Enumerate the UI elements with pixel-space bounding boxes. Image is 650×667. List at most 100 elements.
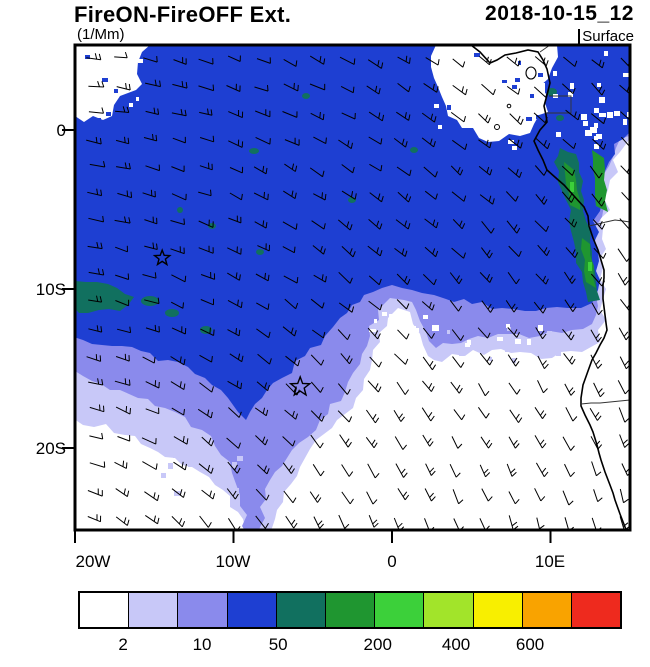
speckle: [533, 340, 539, 343]
wind-barb: [590, 329, 602, 343]
speckle: [614, 111, 620, 116]
wind-barb: [422, 327, 435, 339]
wind-barb: [144, 297, 160, 305]
speckle: [459, 57, 465, 61]
wind-barb: [533, 112, 548, 124]
speckle: [389, 314, 393, 317]
wind-barb: [255, 136, 271, 145]
wind-barb: [200, 271, 216, 280]
colorbar-cell: [375, 593, 425, 627]
wind-barb: [537, 380, 548, 394]
speckle: [547, 331, 552, 336]
speckle: [599, 97, 605, 103]
wind-barb: [89, 432, 104, 440]
colorbar-cell: [276, 593, 326, 627]
wind-barb: [255, 272, 270, 282]
wind-barb: [451, 191, 467, 202]
wind-barb: [255, 515, 269, 529]
wind-barb: [591, 461, 602, 477]
wind-barb: [449, 463, 461, 478]
speckle: [607, 112, 613, 118]
wind-barb: [453, 409, 466, 421]
wind-barb: [617, 273, 630, 286]
wind-barb: [481, 83, 496, 96]
wind-barb: [367, 463, 380, 479]
wind-barb: [534, 488, 546, 502]
wind-barb: [393, 138, 408, 148]
wind-barb: [508, 138, 523, 149]
speckle: [540, 88, 545, 93]
wind-barb: [144, 79, 161, 88]
speckle: [136, 97, 139, 101]
colorbar-tick-label: 600: [515, 635, 545, 654]
wind-barb: [563, 56, 578, 67]
wind-barb: [253, 191, 269, 201]
wind-barb: [145, 407, 160, 415]
wind-barb: [172, 136, 186, 144]
speckle: [515, 339, 521, 344]
wind-barb: [593, 489, 603, 502]
wind-barb: [477, 327, 491, 339]
wind-barb: [310, 410, 325, 422]
wind-barb: [621, 136, 630, 148]
speckle: [530, 94, 534, 98]
colorbar-tick-label: 2: [118, 635, 128, 654]
speckle: [114, 89, 118, 93]
wind-barb: [424, 190, 438, 200]
wind-barb: [88, 295, 103, 303]
wind-barb: [86, 136, 102, 145]
speckle: [462, 120, 468, 125]
wind-barb: [284, 163, 298, 172]
wind-barb: [171, 488, 186, 498]
wind-barb: [144, 242, 158, 250]
wind-barb: [114, 378, 131, 386]
y-tick-label: 10S: [36, 280, 66, 299]
country-border: [588, 219, 630, 227]
wind-barb: [369, 192, 384, 203]
speckle: [497, 337, 503, 341]
wind-barb: [421, 407, 435, 422]
colorbar-cells: [78, 591, 622, 629]
wind-barb: [199, 354, 213, 363]
wind-barb: [341, 164, 355, 174]
map-frame: [73, 43, 632, 532]
speckle: [540, 83, 545, 88]
speckle: [509, 51, 514, 55]
speckle: [370, 329, 376, 332]
wind-barb: [283, 190, 297, 200]
speckle: [594, 108, 599, 113]
teal-patch: [177, 207, 183, 213]
colorbar-tick-label: 400: [441, 635, 471, 654]
plot-title: FireON-FireOFF Ext.: [74, 2, 292, 27]
wind-barb: [452, 219, 466, 230]
wind-barb: [283, 490, 297, 504]
wind-barb: [564, 217, 578, 228]
wind-barb: [142, 356, 156, 364]
speckle: [502, 80, 507, 83]
wind-barb: [338, 302, 355, 313]
speckle: [459, 352, 464, 356]
wind-barb: [508, 491, 520, 505]
speckle: [536, 140, 541, 143]
wind-barb: [337, 219, 353, 231]
wind-barb: [394, 353, 409, 365]
wind-barb: [394, 436, 407, 450]
wind-barb: [145, 164, 160, 172]
wind-barb: [478, 113, 491, 124]
wind-barb: [535, 273, 549, 285]
wind-barb: [198, 219, 214, 228]
wind-barb: [285, 355, 301, 367]
wind-barb: [365, 437, 378, 449]
wind-barb: [564, 299, 577, 312]
wind-barb: [115, 406, 131, 415]
wind-barb: [171, 274, 187, 283]
wind-barb: [368, 136, 383, 145]
wind-barb: [393, 410, 405, 422]
speckle: [102, 78, 108, 82]
wind-barb: [590, 273, 606, 287]
wind-barb: [367, 380, 382, 393]
plot-level-label: Surface: [578, 28, 634, 45]
wind-barb: [114, 51, 128, 59]
wind-barb: [481, 220, 495, 234]
plot-level-text: Surface: [582, 28, 634, 45]
